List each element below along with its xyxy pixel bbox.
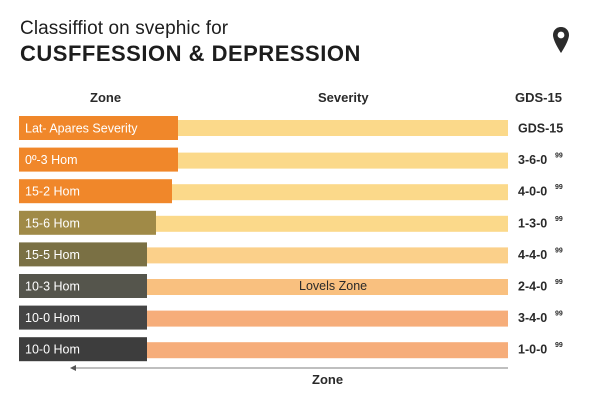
- severity-bar: [178, 120, 508, 136]
- gds-value: 1-3-0: [518, 216, 547, 230]
- zone-column-header: Zone: [90, 90, 122, 105]
- zone-label: 10-3 Hom: [25, 280, 80, 294]
- severity-bar: [171, 184, 508, 201]
- zone-label: Lat- Apares Severity: [25, 122, 138, 136]
- severity-bar: [147, 279, 508, 295]
- gds-superscript: 99: [555, 153, 563, 160]
- zone-label: 10-0 Hom: [25, 343, 80, 357]
- gds-superscript: 99: [555, 216, 563, 223]
- severity-bar: [147, 342, 508, 359]
- zone-label: 15-2 Hom: [25, 185, 80, 199]
- x-axis-label: Zone: [312, 372, 344, 387]
- zone-label-bar: [19, 210, 156, 235]
- gds-superscript: 99: [555, 311, 563, 318]
- gds-value: 4-0-0: [518, 185, 547, 199]
- zone-label: 15-6 Hom: [25, 216, 80, 230]
- gds-value: GDS-15: [518, 122, 563, 136]
- zone-label-bar: [19, 116, 178, 140]
- gds-column-header: GDS-15: [515, 90, 562, 105]
- chart-subtitle: CUSFFESSION & DEPRESSION: [20, 41, 361, 66]
- gds-superscript: 99: [555, 342, 563, 349]
- severity-bar: [147, 310, 508, 327]
- zone-label: 0º-3 Hom: [25, 153, 78, 167]
- gds-superscript: 99: [555, 279, 563, 286]
- levels-zone-annotation: Lovels Zone: [299, 279, 367, 293]
- zone-label-bar: [19, 179, 172, 204]
- zone-label-bar: [19, 242, 147, 267]
- zone-label-bar: [19, 274, 147, 298]
- gds-value: 3-4-0: [518, 311, 547, 325]
- severity-column-header: Severity: [318, 90, 369, 105]
- zone-label-bar: [19, 305, 147, 330]
- gds-superscript: 99: [555, 247, 563, 254]
- zone-label-bar: [19, 147, 178, 172]
- zone-label: 10-0 Hom: [25, 311, 80, 325]
- gds-value: 1-0-0: [518, 343, 547, 357]
- left-arrow-icon: [70, 365, 76, 371]
- gds-value: 4-4-0: [518, 248, 547, 262]
- zone-label: 15-5 Hom: [25, 248, 80, 262]
- severity-bar: [155, 215, 508, 232]
- gds-superscript: 99: [555, 184, 563, 191]
- gds-value: 2-4-0: [518, 280, 547, 294]
- map-pin-icon[interactable]: [552, 26, 570, 54]
- severity-bar: [147, 247, 508, 264]
- gds-value: 3-6-0: [518, 153, 547, 167]
- zone-label-bar: [19, 337, 147, 362]
- severity-bar: [178, 152, 508, 169]
- chart-title: Classiffiot on svephic for: [20, 18, 229, 39]
